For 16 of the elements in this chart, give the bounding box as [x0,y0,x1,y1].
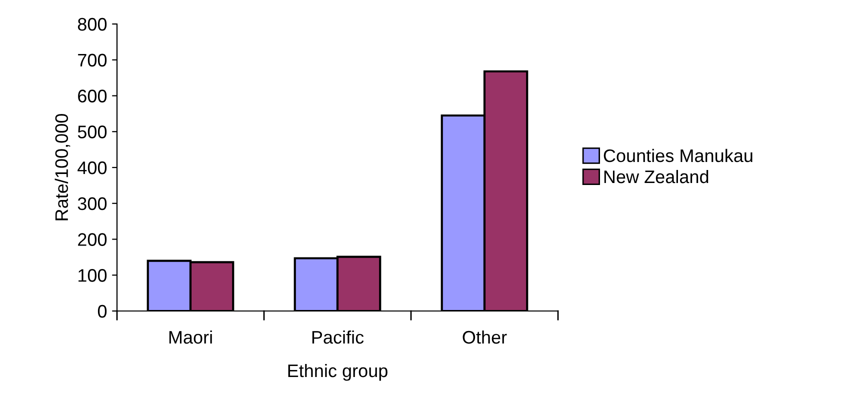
y-tick-label: 300 [78,197,107,210]
legend-label: New Zealand [604,170,708,184]
x-tick-label: Pacific [312,330,364,344]
x-tick-label: Maori [169,330,212,344]
y-tick-label: 800 [78,18,107,31]
y-tick-label: 100 [78,269,107,282]
y-tick-label: 700 [78,54,107,67]
y-tick-label: 200 [78,233,107,246]
legend-label: Counties Manukau [604,148,752,162]
x-tick-label: Other [462,330,507,344]
y-tick-label: 400 [78,161,107,174]
y-tick-label: 600 [78,90,107,102]
x-axis-title: Ethnic group [288,364,388,381]
y-tick-label: 500 [78,126,107,138]
y-axis-title: Rate/100,000 [54,114,70,220]
y-tick-label: 0 [98,304,107,318]
